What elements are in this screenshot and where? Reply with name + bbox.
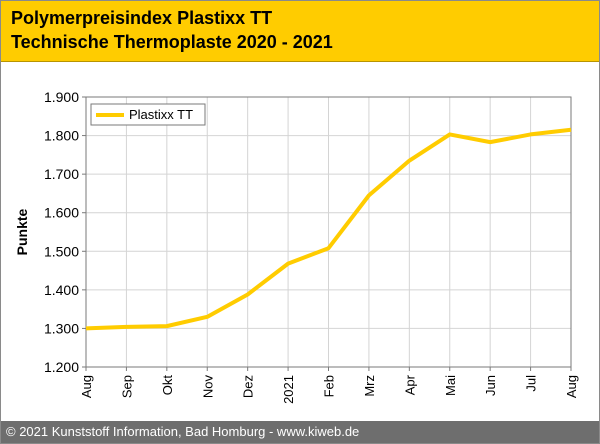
x-tick-label: 2021 bbox=[281, 375, 296, 404]
x-tick-label: Feb bbox=[322, 375, 337, 397]
x-tick-label: Apr bbox=[402, 374, 417, 395]
x-tick-label: Mrz bbox=[362, 375, 377, 397]
line-chart: 1.200 1.300 1.400 1.500 1.600 1.700 1.800 1.900… bbox=[14, 89, 579, 404]
footer: © 2021 Kunststoff Information, Bad Hombu… bbox=[1, 421, 599, 443]
chart-subtitle: Technische Thermoplaste 2020 - 2021 bbox=[11, 32, 333, 52]
copyright-text: © 2021 Kunststoff Information, Bad Hombu… bbox=[6, 424, 360, 439]
y-tick-label: 1.300 bbox=[44, 320, 79, 336]
legend-box bbox=[90, 103, 206, 126]
grid-lines bbox=[85, 96, 572, 368]
y-axis-label: Punkte bbox=[14, 208, 30, 255]
legend: Plastixx TT bbox=[90, 103, 206, 126]
y-tick-label: 1.600 bbox=[44, 205, 79, 221]
y-tick-label: 1.700 bbox=[44, 166, 79, 182]
legend-label: Plastixx TT bbox=[129, 107, 193, 122]
y-tick-label: 1.800 bbox=[44, 128, 79, 144]
chart-header: Polymerpreisindex Plastixx TT Technische… bbox=[1, 1, 599, 62]
x-tick-label: Aug bbox=[79, 375, 94, 398]
x-axis-ticks: Aug Sep Okt Nov Dez 2021 Feb Mrz Apr Mai Jun Jul Aug bbox=[79, 367, 579, 404]
x-tick-label: Sep bbox=[119, 375, 134, 398]
x-tick-label: Dez bbox=[241, 375, 256, 398]
y-tick-label: 1.500 bbox=[44, 243, 79, 259]
x-tick-label: Aug bbox=[564, 375, 579, 398]
x-tick-label: Nov bbox=[200, 375, 215, 399]
chart-title: Polymerpreisindex Plastixx TT bbox=[11, 8, 273, 28]
x-tick-label: Jun bbox=[483, 375, 498, 396]
x-tick-label: Mai bbox=[443, 375, 458, 396]
y-tick-label: 1.200 bbox=[44, 359, 79, 375]
y-tick-label: 1.400 bbox=[44, 282, 79, 298]
series-layer bbox=[85, 127, 572, 331]
x-tick-label: Okt bbox=[160, 375, 175, 396]
y-tick-label: 1.900 bbox=[44, 89, 79, 105]
y-axis-ticks: 1.200 1.300 1.400 1.500 1.600 1.700 1.800 1.900 bbox=[44, 89, 86, 375]
x-tick-label: Jul bbox=[524, 375, 539, 392]
